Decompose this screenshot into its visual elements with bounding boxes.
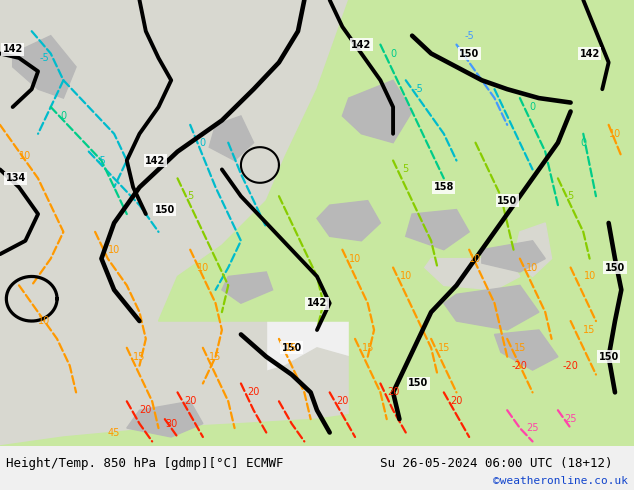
Text: 30: 30	[165, 418, 178, 429]
Polygon shape	[0, 0, 349, 276]
Text: -5: -5	[413, 84, 424, 94]
Text: -5: -5	[96, 155, 107, 166]
Polygon shape	[495, 330, 558, 370]
Text: 25: 25	[526, 423, 539, 433]
Polygon shape	[266, 0, 634, 201]
Text: 150: 150	[605, 263, 625, 272]
Polygon shape	[158, 201, 349, 321]
Polygon shape	[13, 36, 76, 98]
Text: 134: 134	[6, 173, 26, 183]
Text: 10: 10	[19, 151, 32, 161]
Polygon shape	[209, 116, 254, 161]
Text: 158: 158	[434, 182, 454, 192]
Polygon shape	[0, 0, 349, 223]
Polygon shape	[0, 0, 266, 446]
Text: Su 26-05-2024 06:00 UTC (18+12): Su 26-05-2024 06:00 UTC (18+12)	[380, 457, 613, 470]
Text: Height/Temp. 850 hPa [gdmp][°C] ECMWF: Height/Temp. 850 hPa [gdmp][°C] ECMWF	[6, 457, 284, 470]
Text: 150: 150	[408, 378, 429, 389]
Text: 0: 0	[200, 138, 206, 147]
Text: 0: 0	[529, 102, 536, 112]
Text: ©weatheronline.co.uk: ©weatheronline.co.uk	[493, 476, 628, 487]
Text: 150: 150	[281, 343, 302, 353]
Text: 0: 0	[390, 49, 396, 58]
Text: 10: 10	[349, 254, 361, 264]
Text: 142: 142	[579, 49, 600, 58]
Polygon shape	[349, 0, 634, 446]
Text: 150: 150	[155, 204, 175, 215]
Polygon shape	[158, 312, 634, 446]
Text: -20: -20	[512, 361, 528, 370]
Text: 142: 142	[145, 155, 165, 166]
Text: -20: -20	[562, 361, 579, 370]
Text: 10: 10	[108, 245, 120, 255]
Text: 20: 20	[247, 388, 260, 397]
Text: 15: 15	[285, 343, 298, 353]
Polygon shape	[444, 285, 539, 330]
Text: 10: 10	[469, 254, 482, 264]
Text: 10: 10	[197, 263, 209, 272]
Text: 15: 15	[583, 325, 596, 335]
Text: 25: 25	[564, 414, 577, 424]
Polygon shape	[317, 201, 380, 241]
Polygon shape	[0, 401, 634, 446]
Polygon shape	[406, 210, 469, 250]
Text: 0: 0	[580, 138, 586, 147]
Text: 45: 45	[108, 427, 120, 438]
Text: 15: 15	[437, 343, 450, 353]
Text: 150: 150	[598, 352, 619, 362]
Text: 15: 15	[209, 352, 222, 362]
Text: 20: 20	[450, 396, 463, 406]
Text: 142: 142	[351, 40, 372, 49]
Text: 20: 20	[139, 405, 152, 415]
Text: 142: 142	[3, 44, 23, 54]
Polygon shape	[222, 272, 273, 303]
Text: 5: 5	[567, 191, 574, 201]
Polygon shape	[514, 223, 552, 276]
Text: 5: 5	[187, 191, 193, 201]
Polygon shape	[482, 241, 545, 272]
Polygon shape	[241, 201, 380, 290]
Text: 5: 5	[403, 165, 409, 174]
Text: 0: 0	[60, 111, 67, 121]
Text: 10: 10	[609, 129, 621, 139]
Text: 150: 150	[497, 196, 517, 206]
Text: -5: -5	[464, 31, 474, 41]
Text: 10: 10	[399, 271, 412, 281]
Text: 15: 15	[361, 343, 374, 353]
Text: -5: -5	[39, 53, 49, 63]
Text: 20: 20	[387, 388, 399, 397]
Text: 150: 150	[459, 49, 479, 58]
Text: 20: 20	[336, 396, 349, 406]
Text: 142: 142	[307, 298, 327, 308]
Text: 10: 10	[38, 316, 51, 326]
Polygon shape	[127, 401, 203, 437]
Text: 15: 15	[514, 343, 526, 353]
Polygon shape	[342, 80, 412, 143]
Text: 15: 15	[133, 352, 146, 362]
Text: 20: 20	[184, 396, 197, 406]
Text: 10: 10	[583, 271, 596, 281]
Polygon shape	[425, 259, 520, 290]
Text: 10: 10	[526, 263, 539, 272]
